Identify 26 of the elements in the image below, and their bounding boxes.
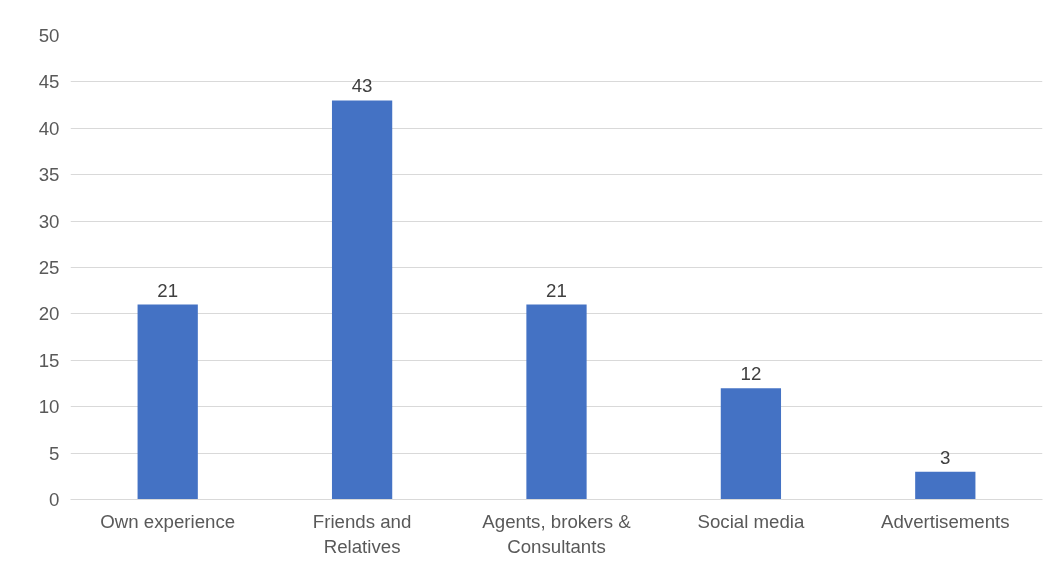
y-tick-label: 25 [38, 257, 60, 278]
y-tick-label: 5 [49, 442, 60, 464]
data-label: 3 [940, 446, 951, 468]
x-tick-label: Own experience [100, 510, 236, 532]
y-tick-label: 35 [38, 164, 60, 186]
y-tick-label: 50 [38, 25, 60, 46]
x-tick-label: Friends and Relatives [312, 510, 412, 557]
x-tick-label: Advertisements [881, 510, 1010, 532]
bar [720, 388, 782, 500]
y-tick-label: 40 [38, 117, 60, 139]
bar [915, 471, 976, 500]
y-tick-label: 45 [38, 71, 60, 93]
y-tick-label: 0 [49, 489, 60, 510]
y-tick-label: 30 [38, 210, 60, 232]
data-label: 21 [157, 279, 179, 301]
y-tick-label: 10 [38, 396, 60, 418]
bar [526, 304, 587, 500]
data-label: 21 [546, 279, 567, 301]
bar [331, 100, 393, 500]
data-label: 12 [740, 363, 762, 385]
y-tick-label: 15 [38, 349, 60, 371]
x-tick-label: Social media [697, 510, 805, 532]
bar [137, 304, 198, 500]
x-tick-label: Agents, brokers & Consultants [482, 510, 632, 557]
data-label: 43 [351, 75, 373, 97]
y-tick-label: 20 [38, 303, 60, 325]
